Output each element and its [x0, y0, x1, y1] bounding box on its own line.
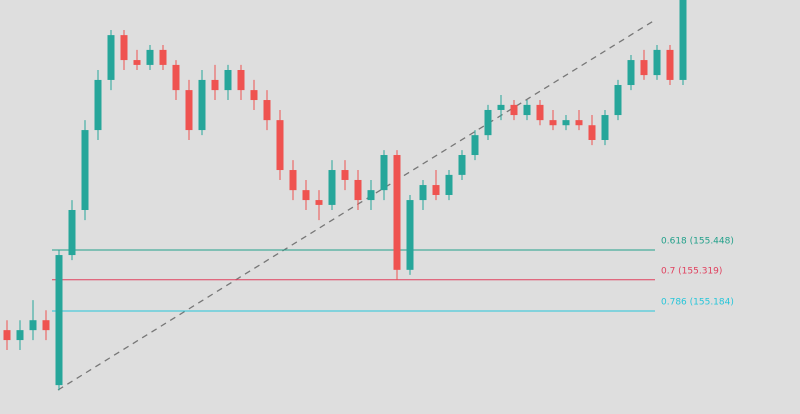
candle-body	[367, 190, 375, 201]
candle-body	[341, 170, 349, 180]
candle-body	[588, 125, 596, 141]
candle-body	[614, 85, 622, 116]
candle-body	[276, 120, 284, 171]
fib-label: 0.618 (155.448)	[661, 236, 734, 246]
candle-body	[549, 120, 557, 126]
candle-body	[627, 60, 635, 86]
fib-label: 0.786 (155.184)	[661, 297, 734, 307]
candle-body	[510, 104, 518, 116]
candle-body	[601, 115, 609, 141]
candle-body	[679, 0, 687, 80]
candle-body	[146, 49, 154, 65]
candle-body	[250, 90, 258, 101]
candle-body	[289, 170, 297, 191]
candle-body	[458, 155, 466, 175]
candle-body	[432, 185, 440, 195]
candle-body	[237, 70, 245, 91]
candle-body	[445, 174, 453, 195]
candle-body	[55, 255, 63, 386]
candle-body	[562, 120, 570, 126]
candle-body	[159, 49, 167, 65]
candle-body	[42, 320, 50, 331]
candle-body	[81, 130, 89, 211]
candle-body	[575, 120, 583, 126]
candle-body	[315, 200, 323, 205]
candle-body	[354, 179, 362, 201]
candle-body	[406, 200, 414, 270]
candle-body	[302, 190, 310, 201]
candle-body	[640, 60, 648, 76]
candle-body	[497, 104, 505, 110]
candle-body	[3, 330, 11, 341]
candle-body	[185, 90, 193, 131]
candle-body	[653, 49, 661, 76]
candle-body	[263, 100, 271, 121]
trend-line	[57, 19, 656, 391]
candle-body	[523, 104, 531, 116]
candle-body	[120, 35, 128, 61]
candle-body	[107, 35, 115, 80]
candle-body	[94, 79, 102, 131]
candle-body	[536, 104, 544, 121]
candle-body	[172, 64, 180, 91]
fib-label: 0.7 (155.319)	[661, 266, 722, 276]
candle-body	[224, 70, 232, 91]
candle-body	[393, 155, 401, 270]
candle-body	[198, 79, 206, 131]
candle-body	[666, 49, 674, 80]
candle-body	[211, 79, 219, 91]
candle-body	[16, 330, 24, 341]
candle-body	[133, 60, 141, 65]
candle-body	[29, 320, 37, 331]
candle-body	[68, 210, 76, 256]
candle-body	[471, 135, 479, 156]
candle-body	[419, 185, 427, 201]
candle-body	[380, 155, 388, 191]
candle-body	[484, 109, 492, 136]
candle-body	[328, 170, 336, 205]
